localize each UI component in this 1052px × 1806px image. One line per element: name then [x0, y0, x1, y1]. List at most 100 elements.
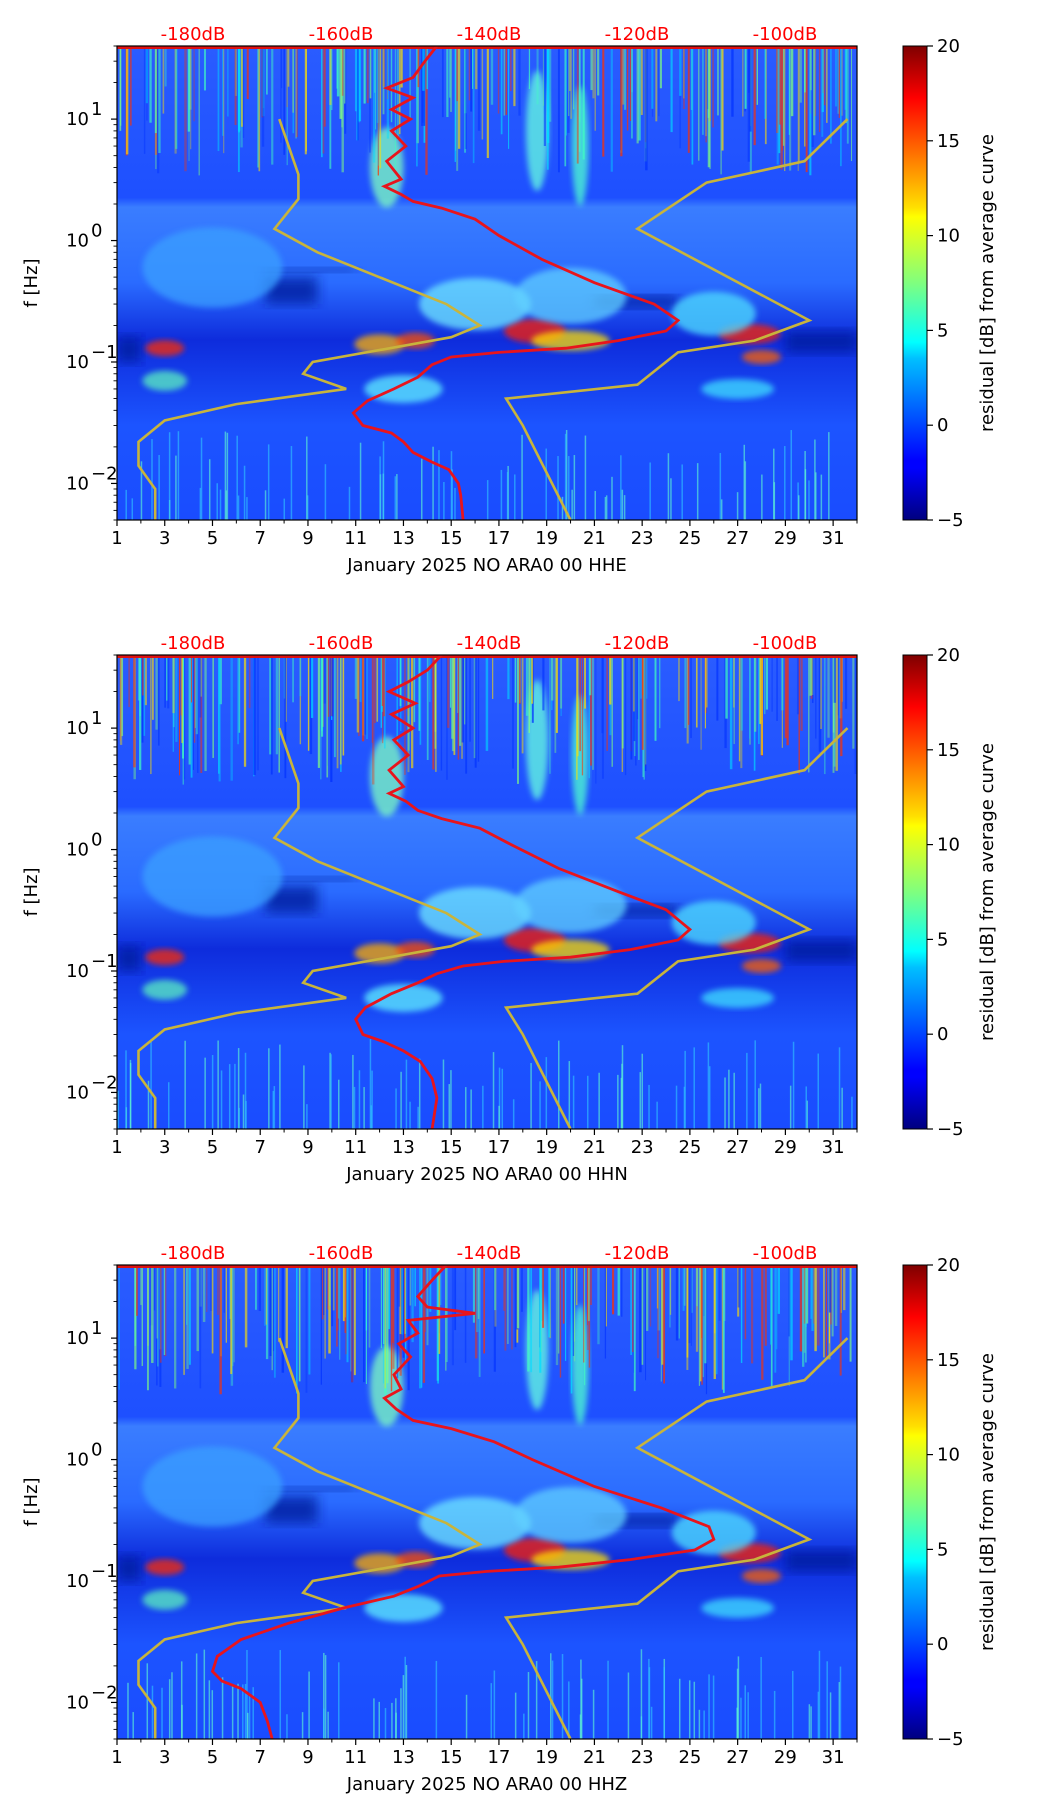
lf-spike: [829, 1692, 832, 1739]
x-tick-label: 31: [822, 528, 845, 549]
plot-frame: [116, 45, 858, 521]
lf-spike: [442, 1059, 445, 1129]
hf-stripe: [332, 1265, 335, 1311]
hf-stripe: [555, 1265, 559, 1366]
hf-stripe: [258, 1265, 262, 1311]
hf-stripe: [456, 46, 459, 171]
lf-spike: [564, 433, 567, 520]
spectrogram-image: [117, 46, 857, 520]
hf-stripe: [404, 1265, 406, 1334]
hf-stripe: [193, 46, 195, 122]
hf-stripe: [354, 46, 357, 112]
hf-stripe: [788, 1265, 790, 1386]
hf-stripe: [597, 1265, 600, 1345]
y-tick-label: 10: [66, 1571, 89, 1592]
hf-stripe: [326, 655, 329, 778]
hf-stripe: [581, 655, 584, 776]
hf-stripe: [840, 655, 843, 757]
hf-stripe: [805, 1265, 809, 1324]
hf-stripe: [472, 46, 475, 164]
hf-stripe: [172, 655, 174, 752]
x-tick-label: 23: [631, 528, 654, 549]
hf-stripe: [120, 46, 122, 126]
hf-stripe: [365, 1265, 367, 1384]
hf-stripe: [782, 46, 785, 146]
hf-stripe: [464, 46, 466, 153]
hf-stripe: [786, 655, 789, 746]
median-db-curve: [354, 655, 693, 1129]
hf-stripe: [237, 655, 239, 745]
hf-stripe: [278, 1265, 280, 1342]
hf-stripe: [376, 46, 379, 123]
lf-spike: [306, 436, 308, 520]
hf-stripe: [133, 655, 136, 768]
hf-stripe: [204, 655, 207, 771]
lf-spike: [826, 1661, 828, 1739]
lf-spike: [733, 1072, 735, 1129]
hf-stripe: [678, 655, 680, 702]
hf-stripe: [594, 46, 596, 131]
energy-blob: [142, 227, 283, 308]
hf-stripe: [481, 46, 484, 140]
hf-stripe: [562, 1265, 565, 1324]
lf-spike: [815, 472, 817, 520]
hf-stripe: [320, 655, 322, 780]
hf-stripe: [500, 46, 503, 135]
hf-stripe: [118, 1265, 120, 1390]
hf-stripe: [621, 46, 625, 105]
lf-spike: [199, 487, 202, 520]
hf-stripe: [429, 1265, 432, 1312]
db-scale-label: -160dB: [309, 1243, 374, 1264]
hf-stripe: [164, 655, 166, 708]
hf-stripe: [514, 1265, 517, 1348]
hf-stripe: [830, 1265, 833, 1325]
hf-stripe: [368, 1265, 371, 1348]
hf-stripe: [820, 655, 822, 730]
lf-spike: [557, 1040, 560, 1129]
lf-spike: [720, 499, 723, 520]
hf-stripe: [146, 46, 148, 121]
hf-stripe: [142, 655, 144, 696]
lf-spike: [493, 1670, 496, 1739]
hf-stripe: [199, 655, 202, 718]
hf-stripe: [453, 655, 456, 755]
hf-stripe: [704, 655, 706, 729]
hf-stripe: [361, 655, 365, 742]
hf-stripe: [527, 1265, 530, 1372]
y-tick-exponent: 1: [91, 99, 102, 120]
hf-stripe: [190, 46, 192, 150]
lf-spike: [363, 1087, 365, 1129]
hf-stripe: [270, 655, 273, 775]
y-tick-label: 10: [66, 231, 89, 252]
lf-spike: [551, 1660, 554, 1739]
lf-spike: [146, 1663, 149, 1739]
hf-stripe: [686, 655, 689, 744]
lf-spike: [841, 1087, 843, 1129]
energy-blob: [369, 736, 404, 817]
lf-spike: [580, 1678, 583, 1739]
hf-stripe: [271, 1265, 273, 1371]
lf-spike: [736, 492, 739, 520]
lf-spike: [238, 1107, 240, 1129]
hf-stripe: [709, 46, 712, 169]
hf-stripe: [748, 46, 750, 93]
colorbar-tick-label: 10: [937, 835, 960, 856]
hf-stripe: [264, 1265, 266, 1326]
lf-spike: [158, 454, 160, 520]
hf-stripe: [394, 46, 396, 174]
hf-stripe: [684, 655, 687, 729]
hf-stripe: [336, 46, 339, 89]
lf-spike: [405, 1665, 408, 1739]
hf-stripe: [670, 46, 673, 133]
hf-stripe: [374, 46, 376, 93]
y-tick-exponent: −2: [91, 1072, 118, 1093]
hf-stripe: [238, 655, 241, 733]
hf-stripe: [669, 1265, 671, 1328]
db-scale-label: -100dB: [753, 1243, 818, 1264]
hf-stripe: [386, 46, 389, 100]
hf-stripe: [261, 46, 265, 147]
lf-spike: [184, 1040, 186, 1129]
hf-stripe: [633, 655, 636, 742]
lf-spike: [712, 1675, 715, 1739]
lf-spike: [545, 1057, 548, 1129]
